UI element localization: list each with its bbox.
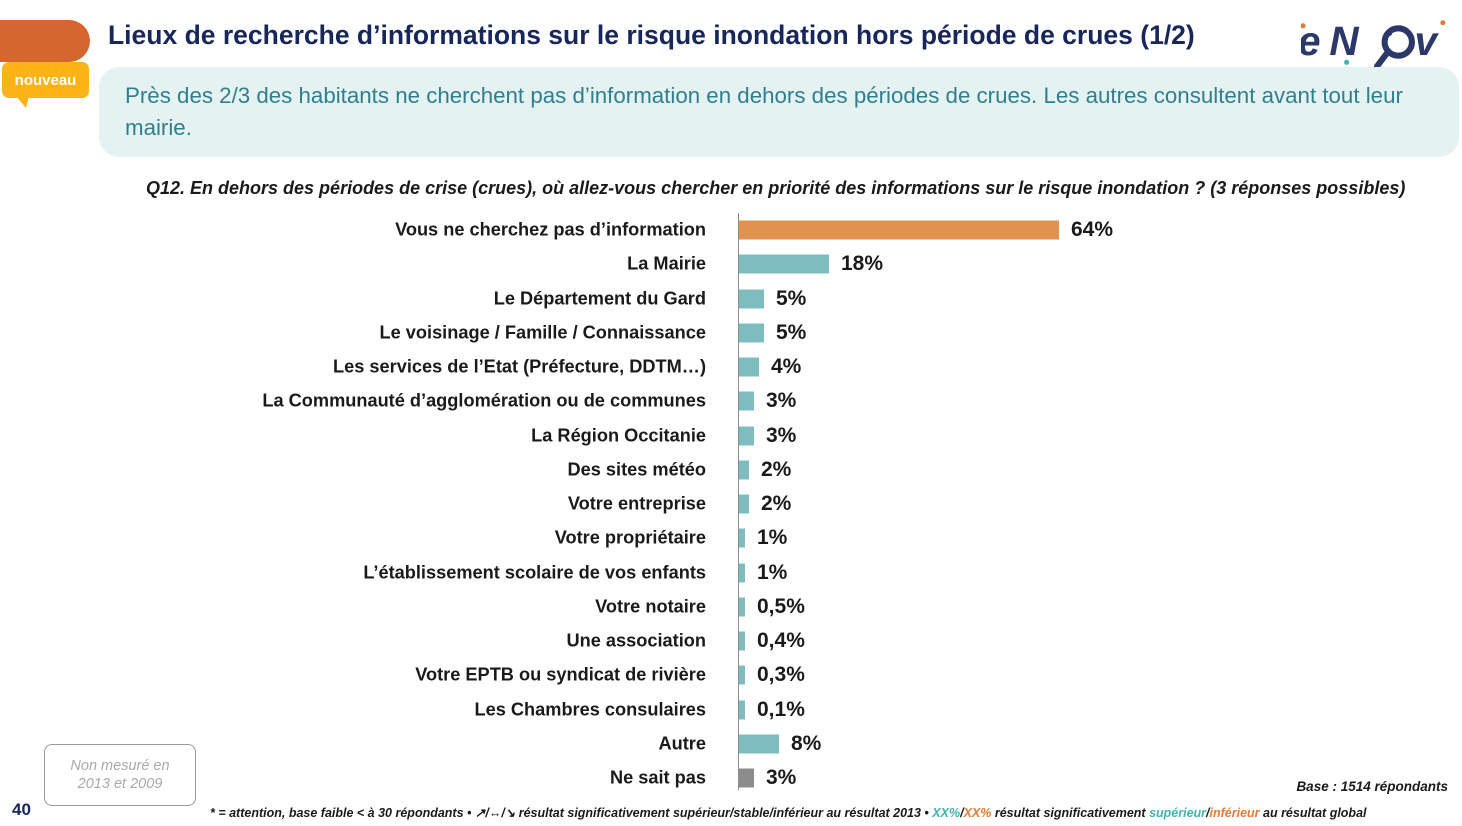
svg-text:v: v <box>1414 18 1439 64</box>
svg-text:N: N <box>1329 18 1359 64</box>
